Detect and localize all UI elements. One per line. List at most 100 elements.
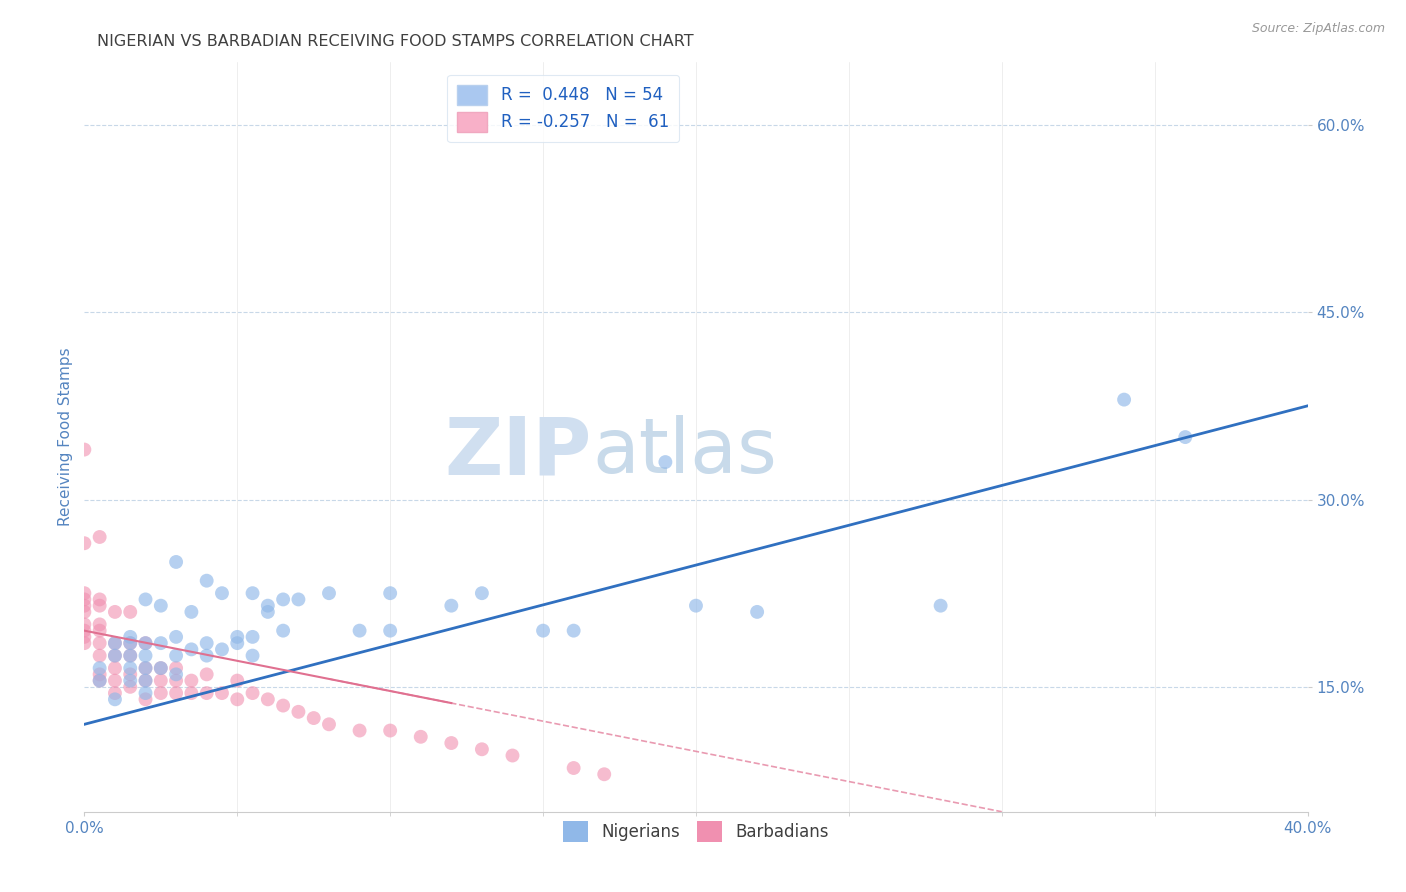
Point bbox=[135, 673, 157, 688]
Point bbox=[271, 592, 294, 607]
Point bbox=[135, 636, 157, 650]
Point bbox=[149, 599, 172, 613]
Point bbox=[120, 605, 142, 619]
Point bbox=[89, 673, 111, 688]
Point bbox=[562, 761, 585, 775]
Point bbox=[135, 692, 157, 706]
Point bbox=[120, 630, 142, 644]
Point bbox=[120, 636, 142, 650]
Point bbox=[318, 717, 340, 731]
Point bbox=[165, 648, 187, 663]
Point bbox=[195, 574, 218, 588]
Point bbox=[104, 636, 127, 650]
Point bbox=[149, 673, 172, 688]
Point bbox=[302, 711, 325, 725]
Point bbox=[89, 599, 111, 613]
Point bbox=[287, 592, 309, 607]
Point bbox=[1174, 430, 1197, 444]
Point bbox=[120, 648, 142, 663]
Point bbox=[120, 680, 142, 694]
Point bbox=[271, 698, 294, 713]
Point bbox=[195, 636, 218, 650]
Legend: Nigerians, Barbadians: Nigerians, Barbadians bbox=[557, 814, 835, 848]
Point bbox=[287, 705, 309, 719]
Point bbox=[226, 673, 249, 688]
Point bbox=[149, 686, 172, 700]
Point bbox=[562, 624, 585, 638]
Point bbox=[1114, 392, 1136, 407]
Point bbox=[135, 686, 157, 700]
Point bbox=[226, 692, 249, 706]
Point bbox=[531, 624, 554, 638]
Point bbox=[104, 673, 127, 688]
Point bbox=[211, 642, 233, 657]
Point bbox=[180, 642, 202, 657]
Point bbox=[165, 667, 187, 681]
Point bbox=[104, 648, 127, 663]
Point bbox=[409, 730, 432, 744]
Point bbox=[120, 661, 142, 675]
Point bbox=[593, 767, 616, 781]
Point bbox=[242, 630, 264, 644]
Point bbox=[195, 686, 218, 700]
Point bbox=[380, 624, 402, 638]
Point bbox=[73, 536, 96, 550]
Point bbox=[104, 648, 127, 663]
Text: atlas: atlas bbox=[592, 415, 778, 489]
Point bbox=[104, 686, 127, 700]
Point bbox=[135, 661, 157, 675]
Point bbox=[73, 599, 96, 613]
Point bbox=[120, 667, 142, 681]
Point bbox=[242, 648, 264, 663]
Point bbox=[165, 686, 187, 700]
Point bbox=[135, 673, 157, 688]
Point bbox=[257, 599, 280, 613]
Point bbox=[685, 599, 707, 613]
Point bbox=[502, 748, 524, 763]
Point bbox=[180, 605, 202, 619]
Point bbox=[226, 630, 249, 644]
Point bbox=[165, 673, 187, 688]
Point bbox=[73, 586, 96, 600]
Point bbox=[104, 661, 127, 675]
Point bbox=[471, 586, 494, 600]
Point bbox=[104, 636, 127, 650]
Point bbox=[89, 617, 111, 632]
Point bbox=[73, 630, 96, 644]
Point bbox=[242, 686, 264, 700]
Point bbox=[135, 661, 157, 675]
Point bbox=[135, 648, 157, 663]
Point bbox=[165, 630, 187, 644]
Point bbox=[89, 592, 111, 607]
Point bbox=[226, 636, 249, 650]
Point bbox=[440, 736, 463, 750]
Point bbox=[747, 605, 769, 619]
Point bbox=[149, 661, 172, 675]
Point bbox=[120, 648, 142, 663]
Point bbox=[120, 673, 142, 688]
Point bbox=[89, 661, 111, 675]
Point bbox=[211, 586, 233, 600]
Point bbox=[73, 605, 96, 619]
Point bbox=[257, 605, 280, 619]
Point bbox=[380, 586, 402, 600]
Point bbox=[242, 586, 264, 600]
Point bbox=[165, 661, 187, 675]
Text: ZIP: ZIP bbox=[444, 413, 592, 491]
Point bbox=[929, 599, 952, 613]
Point bbox=[195, 648, 218, 663]
Point bbox=[135, 636, 157, 650]
Y-axis label: Receiving Food Stamps: Receiving Food Stamps bbox=[58, 348, 73, 526]
Point bbox=[149, 661, 172, 675]
Point bbox=[471, 742, 494, 756]
Point bbox=[73, 592, 96, 607]
Text: Source: ZipAtlas.com: Source: ZipAtlas.com bbox=[1251, 22, 1385, 36]
Point bbox=[89, 636, 111, 650]
Point bbox=[654, 455, 676, 469]
Point bbox=[89, 530, 111, 544]
Point bbox=[440, 599, 463, 613]
Point bbox=[257, 692, 280, 706]
Point bbox=[89, 673, 111, 688]
Point bbox=[89, 667, 111, 681]
Point bbox=[104, 692, 127, 706]
